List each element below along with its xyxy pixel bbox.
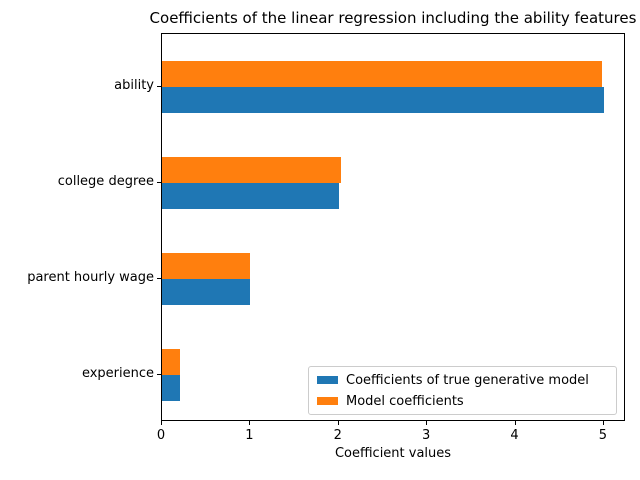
x-tick-mark — [249, 421, 251, 425]
y-tick-label-college-degree: college degree — [57, 174, 154, 189]
x-tick-mark — [161, 421, 162, 425]
y-tick-label-parent-hourly-wage: parent hourly wage — [27, 270, 154, 285]
x-tick-mark — [426, 421, 428, 425]
x-tick-label-4: 4 — [510, 428, 519, 443]
legend-entry-model-coefficients: Model coefficients — [317, 392, 608, 410]
x-axis-title: Coefficient values — [334, 446, 452, 461]
bar-parent-hourly-wage-model — [162, 253, 251, 279]
bar-parent-hourly-wage-true-model — [162, 279, 251, 305]
y-tick-mark — [157, 278, 161, 279]
bar-college-degree-model — [162, 157, 341, 183]
legend-entry-true-model: Coefficients of true generative model — [317, 371, 608, 389]
plot-area — [161, 33, 625, 421]
y-tick-mark — [157, 182, 161, 183]
bar-experience-model — [162, 349, 180, 375]
x-tick-label-3: 3 — [422, 428, 431, 443]
y-tick-label-ability: ability — [114, 78, 154, 93]
legend-swatch-blue — [317, 376, 338, 384]
bar-college-degree-true-model — [162, 183, 339, 209]
y-tick-label-experience: experience — [81, 366, 154, 381]
legend-swatch-orange — [317, 397, 338, 405]
x-tick-mark — [602, 421, 604, 425]
y-tick-mark — [157, 86, 161, 87]
legend-label-true-model: Coefficients of true generative model — [346, 372, 589, 388]
bar-ability-true-model — [162, 87, 604, 113]
y-tick-mark — [157, 374, 161, 375]
x-tick-label-0: 0 — [156, 428, 166, 443]
chart-title: Coefficients of the linear regression in… — [149, 9, 637, 27]
bar-experience-true-model — [162, 375, 180, 401]
x-tick-mark — [514, 421, 516, 425]
x-tick-mark — [337, 421, 339, 425]
bar-ability-model — [162, 61, 603, 87]
x-tick-label-5: 5 — [598, 428, 608, 443]
x-tick-label-2: 2 — [333, 428, 342, 443]
legend-label-model-coefficients: Model coefficients — [346, 393, 464, 409]
x-tick-label-1: 1 — [245, 428, 254, 443]
legend: Coefficients of true generative model Mo… — [308, 366, 617, 415]
